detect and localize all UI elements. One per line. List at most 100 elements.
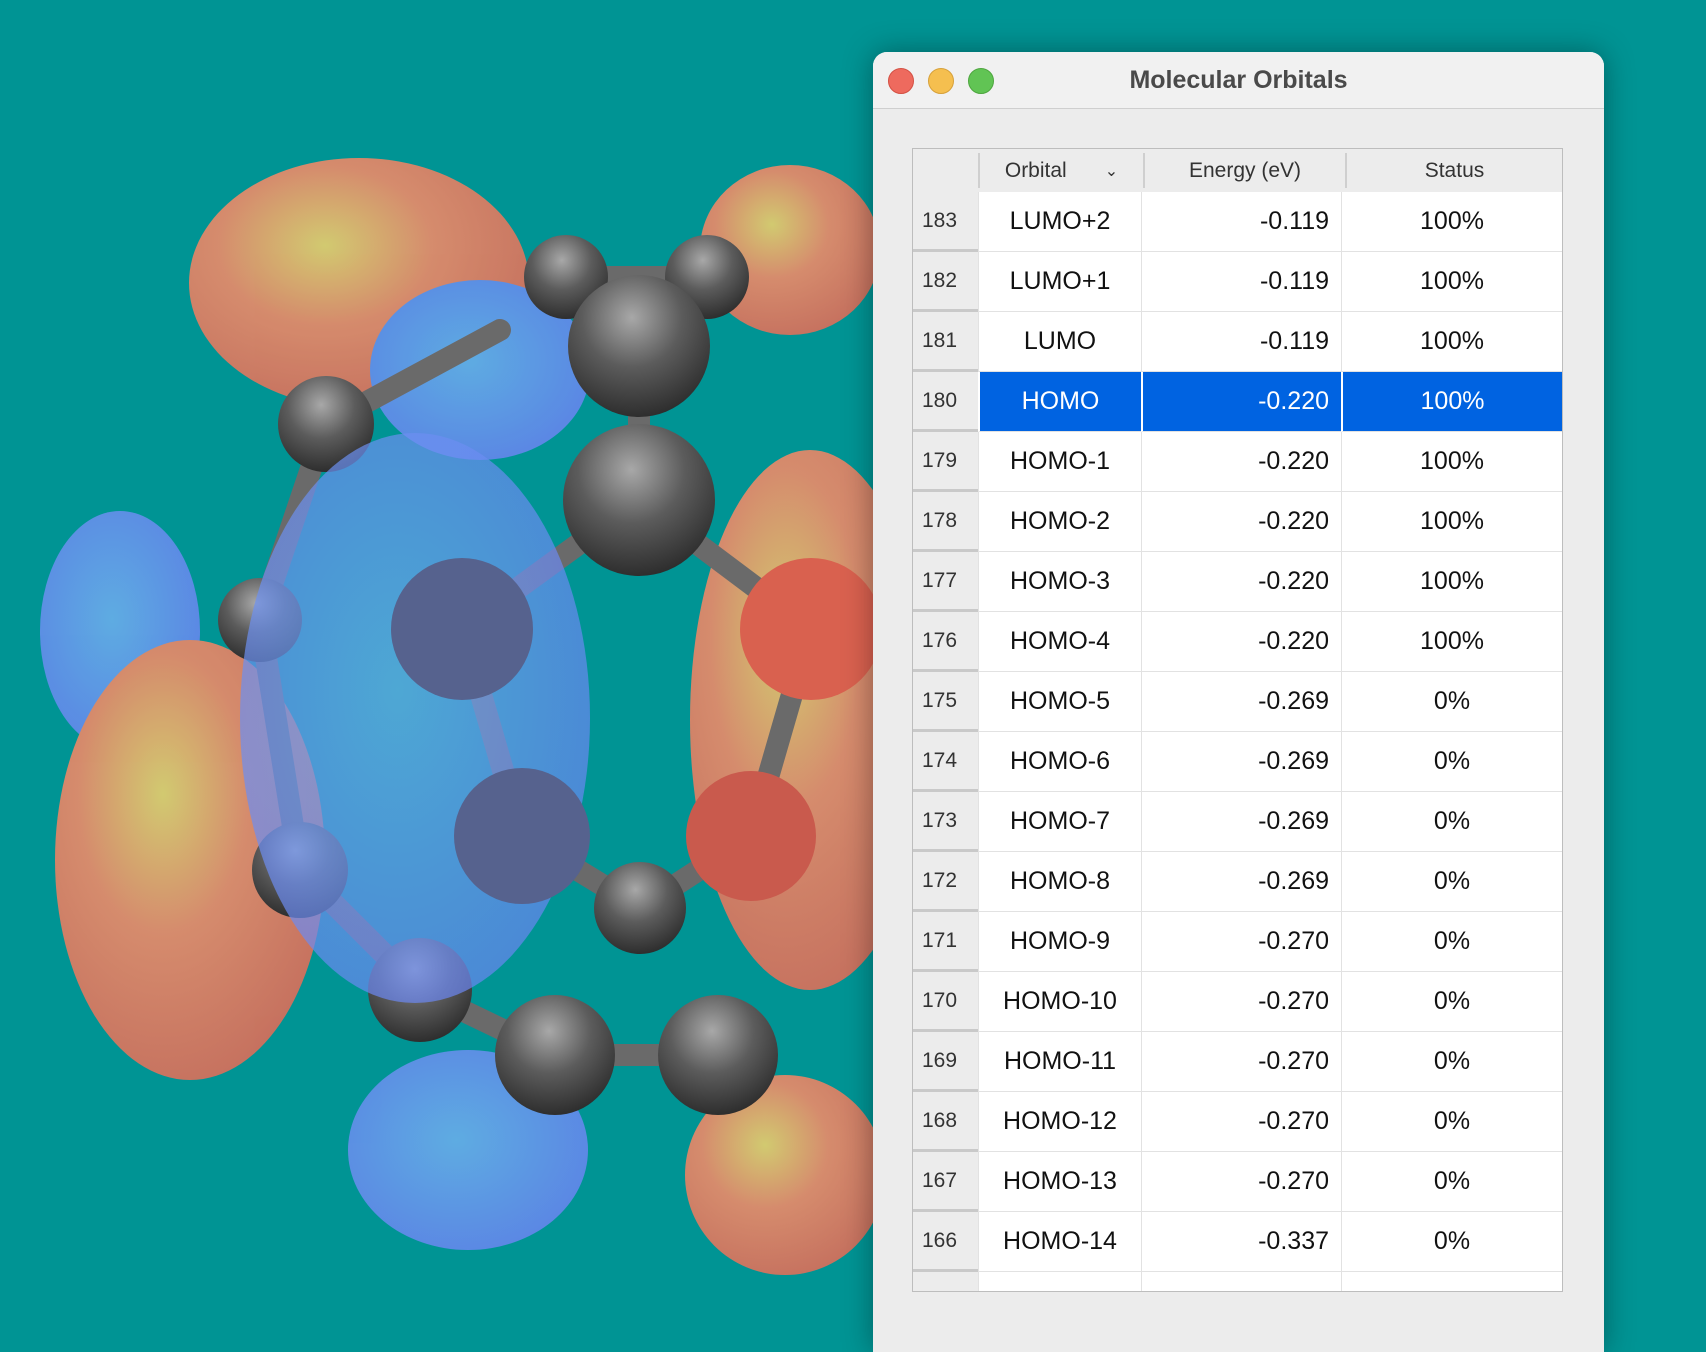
status-cell[interactable]: 0%: [1341, 1032, 1562, 1092]
table-row[interactable]: 166 HOMO-14 -0.337 0%: [913, 1212, 1562, 1272]
title-bar[interactable]: Molecular Orbitals: [873, 52, 1604, 109]
energy-cell[interactable]: -0.269: [1141, 792, 1341, 852]
energy-cell[interactable]: -0.269: [1141, 732, 1341, 792]
status-cell[interactable]: 0%: [1341, 1212, 1562, 1272]
table-row[interactable]: 177 HOMO-3 -0.220 100%: [913, 552, 1562, 612]
energy-cell[interactable]: -0.270: [1141, 972, 1341, 1032]
table-row[interactable]: 178 HOMO-2 -0.220 100%: [913, 492, 1562, 552]
atom: [686, 771, 816, 901]
energy-cell[interactable]: -0.337: [1141, 1212, 1341, 1272]
row-index: 176: [913, 612, 978, 672]
status-cell[interactable]: 100%: [1341, 552, 1562, 612]
orbital-lobes: [40, 158, 930, 1275]
status-cell[interactable]: 100%: [1341, 432, 1562, 492]
orbital-cell[interactable]: HOMO-11: [978, 1032, 1141, 1092]
chevron-down-icon[interactable]: ⌄: [1104, 162, 1119, 180]
table-row[interactable]: 167 HOMO-13 -0.270 0%: [913, 1152, 1562, 1212]
table-row[interactable]: 171 HOMO-9 -0.270 0%: [913, 912, 1562, 972]
orbital-cell[interactable]: HOMO-9: [978, 912, 1141, 972]
row-index: 175: [913, 672, 978, 732]
status-cell[interactable]: 100%: [1341, 252, 1562, 312]
header-energy[interactable]: Energy (eV): [1143, 153, 1345, 188]
energy-cell[interactable]: -0.119: [1141, 312, 1341, 372]
status-cell[interactable]: 0%: [1341, 1092, 1562, 1152]
orbital-cell[interactable]: HOMO-4: [978, 612, 1141, 672]
table-row[interactable]: 179 HOMO-1 -0.220 100%: [913, 432, 1562, 492]
table-row[interactable]: 183 LUMO+2 -0.119 100%: [913, 192, 1562, 252]
orbital-cell[interactable]: HOMO-13: [978, 1152, 1141, 1212]
orbital-cell[interactable]: HOMO-12: [978, 1092, 1141, 1152]
status-cell[interactable]: 100%: [1341, 372, 1562, 432]
orbital-cell[interactable]: HOMO-6: [978, 732, 1141, 792]
orbital-cell[interactable]: HOMO-5: [978, 672, 1141, 732]
status-cell[interactable]: 0%: [1341, 1152, 1562, 1212]
minimize-button[interactable]: [928, 68, 954, 94]
energy-cell[interactable]: -0.270: [1141, 1092, 1341, 1152]
orbital-cell[interactable]: LUMO: [978, 312, 1141, 372]
orbital-cell[interactable]: HOMO-1: [978, 432, 1141, 492]
row-index: 168: [913, 1092, 978, 1152]
orbital-cell[interactable]: HOMO-7: [978, 792, 1141, 852]
status-cell[interactable]: 100%: [1341, 492, 1562, 552]
orbitals-table[interactable]: Orbital ⌄ Energy (eV) Status 183 LUMO+2 -0.…: [912, 148, 1563, 1292]
energy-cell[interactable]: -0.220: [1141, 552, 1341, 612]
table-row[interactable]: 182 LUMO+1 -0.119 100%: [913, 252, 1562, 312]
window-title: Molecular Orbitals: [1129, 66, 1348, 94]
orbital-cell[interactable]: HOMO-10: [978, 972, 1141, 1032]
status-cell[interactable]: 100%: [1341, 312, 1562, 372]
molecule-viewer[interactable]: [0, 0, 1706, 1316]
energy-cell[interactable]: -0.270: [1141, 1152, 1341, 1212]
status-cell[interactable]: 0%: [1341, 732, 1562, 792]
orbital-cell[interactable]: HOMO-14: [978, 1212, 1141, 1272]
energy-cell[interactable]: -0.269: [1141, 672, 1341, 732]
orbital-cell[interactable]: LUMO+1: [978, 252, 1141, 312]
status-cell[interactable]: 100%: [1341, 612, 1562, 672]
table-row[interactable]: 168 HOMO-12 -0.270 0%: [913, 1092, 1562, 1152]
table-row[interactable]: 181 LUMO -0.119 100%: [913, 312, 1562, 372]
row-index: 181: [913, 312, 978, 372]
row-index: 169: [913, 1032, 978, 1092]
table-row[interactable]: 176 HOMO-4 -0.220 100%: [913, 612, 1562, 672]
orbital-cell[interactable]: [978, 1272, 1141, 1291]
atom: [740, 558, 882, 700]
status-cell[interactable]: 0%: [1341, 672, 1562, 732]
table-row[interactable]: 172 HOMO-8 -0.269 0%: [913, 852, 1562, 912]
maximize-button[interactable]: [968, 68, 994, 94]
orbital-cell[interactable]: HOMO-8: [978, 852, 1141, 912]
table-row[interactable]: [913, 1272, 1562, 1291]
table-row[interactable]: 169 HOMO-11 -0.270 0%: [913, 1032, 1562, 1092]
status-cell[interactable]: 0%: [1341, 972, 1562, 1032]
status-cell[interactable]: 0%: [1341, 852, 1562, 912]
orbital-cell[interactable]: LUMO+2: [978, 192, 1141, 252]
orbital-cell[interactable]: HOMO-2: [978, 492, 1141, 552]
energy-cell[interactable]: -0.220: [1141, 432, 1341, 492]
atom: [658, 995, 778, 1115]
table-row[interactable]: 170 HOMO-10 -0.270 0%: [913, 972, 1562, 1032]
orbital-cell[interactable]: HOMO: [978, 372, 1141, 432]
header-status[interactable]: Status: [1345, 153, 1562, 188]
close-button[interactable]: [888, 68, 914, 94]
energy-cell[interactable]: -0.270: [1141, 912, 1341, 972]
energy-cell[interactable]: -0.119: [1141, 252, 1341, 312]
table-row[interactable]: 173 HOMO-7 -0.269 0%: [913, 792, 1562, 852]
energy-cell[interactable]: -0.119: [1141, 192, 1341, 252]
energy-cell[interactable]: -0.220: [1141, 492, 1341, 552]
status-cell[interactable]: 0%: [1341, 912, 1562, 972]
energy-cell[interactable]: -0.270: [1141, 1032, 1341, 1092]
energy-cell[interactable]: -0.220: [1141, 372, 1341, 432]
row-index: 179: [913, 432, 978, 492]
energy-cell[interactable]: [1141, 1272, 1341, 1291]
status-cell[interactable]: [1341, 1272, 1562, 1291]
table-row[interactable]: 180 HOMO -0.220 100%: [913, 372, 1562, 432]
table-row[interactable]: 175 HOMO-5 -0.269 0%: [913, 672, 1562, 732]
status-cell[interactable]: 100%: [1341, 192, 1562, 252]
energy-cell[interactable]: -0.269: [1141, 852, 1341, 912]
atom: [495, 995, 615, 1115]
row-index: 171: [913, 912, 978, 972]
table-row[interactable]: 174 HOMO-6 -0.269 0%: [913, 732, 1562, 792]
energy-cell[interactable]: -0.220: [1141, 612, 1341, 672]
header-orbital[interactable]: Orbital ⌄: [978, 153, 1143, 188]
orbital-cell[interactable]: HOMO-3: [978, 552, 1141, 612]
atom: [454, 768, 590, 904]
status-cell[interactable]: 0%: [1341, 792, 1562, 852]
